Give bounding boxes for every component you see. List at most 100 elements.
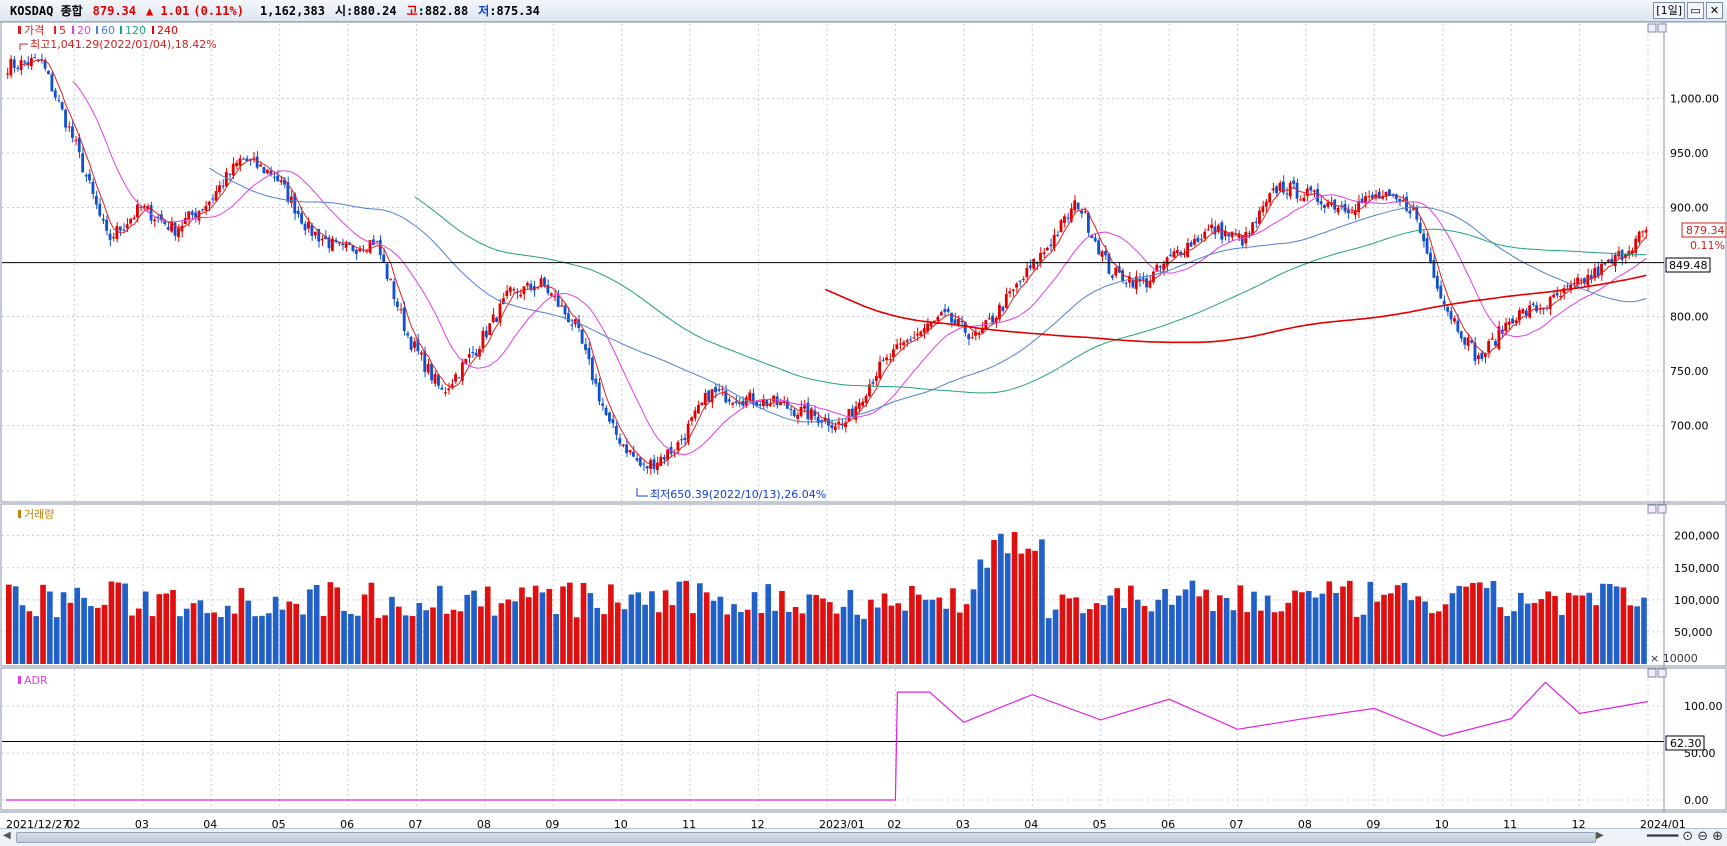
candle-body bbox=[471, 352, 475, 354]
minimize-button[interactable]: ▭ bbox=[1687, 2, 1704, 19]
candle-body bbox=[139, 206, 143, 208]
candle-body bbox=[1326, 202, 1330, 207]
candle-body bbox=[1606, 259, 1610, 262]
close-button[interactable]: ✕ bbox=[1706, 2, 1723, 19]
candle-body bbox=[840, 423, 844, 425]
price-tick-label: 700.00 bbox=[1670, 420, 1709, 433]
candle-body bbox=[1521, 309, 1525, 314]
candle-body bbox=[358, 249, 362, 252]
zoom-slider-icon[interactable]: ━━━━ bbox=[1646, 829, 1679, 844]
candle-body bbox=[166, 227, 170, 230]
volume-bar bbox=[731, 604, 737, 664]
adr-panel-close-button[interactable] bbox=[1657, 668, 1667, 678]
volume-bar bbox=[1196, 596, 1203, 664]
candle-body bbox=[625, 444, 628, 454]
candle-body bbox=[1073, 200, 1077, 211]
volume-bar bbox=[211, 612, 217, 664]
ma20-label: 20 bbox=[77, 24, 91, 37]
candle-body bbox=[53, 90, 57, 98]
candle-body bbox=[279, 180, 283, 183]
candle-body bbox=[1165, 257, 1169, 266]
candle-body bbox=[1487, 341, 1491, 353]
candle-body bbox=[60, 102, 64, 110]
candle-body bbox=[211, 198, 215, 200]
candle-body bbox=[1223, 230, 1227, 237]
volume-bar bbox=[395, 606, 402, 664]
zoom-reset-icon[interactable]: ⊙ bbox=[1682, 829, 1694, 844]
x-tick-label: 10 bbox=[1435, 818, 1449, 828]
candle-body bbox=[1049, 244, 1053, 247]
panel-buttons[interactable] bbox=[1647, 23, 1667, 678]
volume-tick-label: 150,000 bbox=[1674, 562, 1720, 575]
candle-body bbox=[686, 423, 690, 443]
volume-bar bbox=[1251, 591, 1257, 664]
candle-body bbox=[1151, 271, 1155, 283]
candle-body bbox=[515, 291, 519, 294]
volume-panel-close-button[interactable] bbox=[1657, 504, 1667, 514]
candle-body bbox=[88, 173, 91, 181]
candle-body bbox=[1162, 263, 1166, 270]
candle-body bbox=[382, 254, 386, 263]
volume-bar bbox=[204, 613, 211, 664]
volume-bar bbox=[464, 594, 471, 664]
candle-body bbox=[1312, 190, 1316, 192]
candle-body bbox=[320, 238, 324, 241]
candle-body bbox=[1069, 208, 1073, 222]
candle-body bbox=[19, 60, 23, 71]
period-button[interactable]: [1일] bbox=[1653, 2, 1685, 19]
volume-bar bbox=[847, 590, 854, 664]
price-change-pct: (0.11%) bbox=[193, 3, 244, 18]
volume-bar bbox=[1025, 548, 1032, 664]
candle-body bbox=[29, 58, 33, 67]
ma5-marker bbox=[54, 26, 56, 34]
volume-panel-min-button[interactable] bbox=[1647, 504, 1657, 514]
zoom-out-icon[interactable]: ⊖ bbox=[1697, 829, 1709, 844]
adr-line bbox=[6, 681, 1649, 801]
candle-body bbox=[1175, 250, 1179, 253]
candle-body bbox=[762, 398, 765, 407]
candle-body bbox=[850, 408, 854, 418]
candle-body bbox=[1483, 353, 1487, 358]
candle-body bbox=[649, 460, 652, 469]
volume-bar bbox=[1285, 602, 1292, 664]
candle-body bbox=[334, 239, 338, 242]
candle-body bbox=[1042, 252, 1046, 254]
volume-bar bbox=[170, 589, 176, 664]
candle-body bbox=[474, 352, 478, 356]
low-label: 저 bbox=[478, 4, 490, 18]
candle-body bbox=[1637, 231, 1641, 242]
volume-bar bbox=[245, 600, 252, 664]
candle-body bbox=[878, 361, 882, 379]
volume-tick-label: 50,000 bbox=[1674, 626, 1713, 639]
candle-body bbox=[1613, 254, 1617, 267]
candle-body bbox=[1572, 283, 1576, 285]
adr-panel-min-button[interactable] bbox=[1647, 668, 1657, 678]
candle-body bbox=[553, 296, 557, 298]
volume-bar bbox=[26, 611, 33, 664]
candle-body bbox=[33, 57, 37, 59]
candle-body bbox=[645, 466, 649, 469]
candle-body bbox=[751, 393, 755, 405]
price-panel-min-button[interactable] bbox=[1647, 23, 1657, 33]
candle-body bbox=[1059, 220, 1063, 233]
price-panel-close-button[interactable] bbox=[1657, 23, 1667, 33]
zoom-in-icon[interactable]: ⊕ bbox=[1712, 829, 1723, 844]
scroll-right-icon[interactable]: ▶ bbox=[1596, 830, 1604, 841]
volume-bar bbox=[806, 594, 813, 664]
horizontal-scrollbar[interactable]: ◀ ▶ ━━━━ ⊙ ⊖ ⊕ bbox=[0, 828, 1727, 846]
candle-body bbox=[1093, 237, 1097, 242]
scroll-left-icon[interactable]: ◀ bbox=[3, 830, 11, 841]
volume-bar bbox=[553, 614, 559, 664]
candle-body bbox=[768, 403, 772, 407]
candle-body bbox=[577, 319, 581, 329]
x-tick-label: 04 bbox=[203, 818, 217, 828]
candle-body bbox=[1446, 307, 1449, 312]
candle-body bbox=[604, 407, 608, 415]
scroll-thumb[interactable] bbox=[16, 832, 1596, 843]
candle-body bbox=[385, 263, 389, 280]
candle-body bbox=[242, 158, 245, 160]
candle-body bbox=[433, 374, 437, 384]
candle-body bbox=[1039, 252, 1042, 262]
volume-bar bbox=[478, 606, 484, 664]
